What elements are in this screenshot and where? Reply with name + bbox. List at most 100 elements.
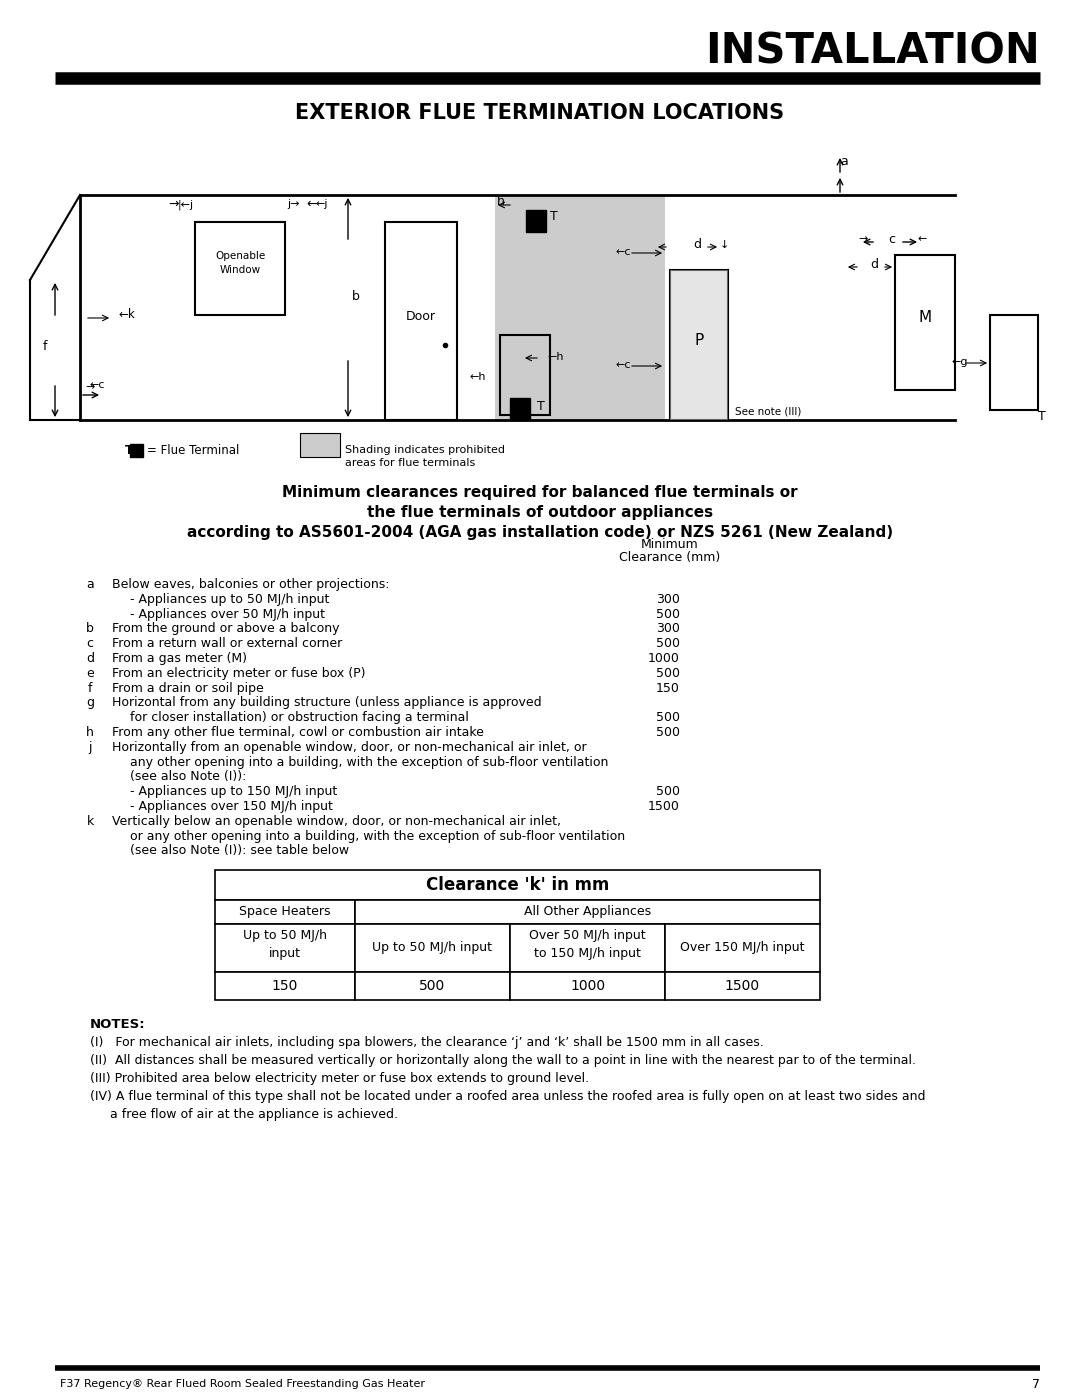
Text: 500: 500 [656, 726, 680, 739]
Text: - Appliances over 50 MJ/h input: - Appliances over 50 MJ/h input [130, 608, 325, 620]
Text: for closer installation) or obstruction facing a terminal: for closer installation) or obstruction … [130, 711, 469, 724]
Text: EXTERIOR FLUE TERMINATION LOCATIONS: EXTERIOR FLUE TERMINATION LOCATIONS [296, 103, 784, 123]
Text: (II)  All distances shall be measured vertically or horizontally along the wall : (II) All distances shall be measured ver… [90, 1053, 916, 1067]
Bar [300, 433, 340, 457]
Bar [510, 972, 665, 1000]
Text: →: → [168, 198, 178, 211]
Text: - Appliances up to 50 MJ/h input: - Appliances up to 50 MJ/h input [130, 592, 329, 606]
Text: From a return wall or external corner: From a return wall or external corner [112, 637, 342, 650]
Bar [215, 870, 820, 900]
Bar [355, 900, 820, 923]
Text: 500: 500 [656, 637, 680, 650]
Bar [195, 222, 285, 314]
Text: Over 150 MJ/h input: Over 150 MJ/h input [680, 942, 805, 954]
Text: Openable
Window: Openable Window [215, 251, 265, 275]
Text: Minimum clearances required for balanced flue terminals or: Minimum clearances required for balanced… [282, 485, 798, 500]
Text: f: f [87, 682, 92, 694]
Text: Up to 50 MJ/h input: Up to 50 MJ/h input [373, 942, 492, 954]
Text: 500: 500 [419, 979, 446, 993]
Text: d: d [86, 652, 94, 665]
Text: From a drain or soil pipe: From a drain or soil pipe [112, 682, 264, 694]
Text: ↓: ↓ [720, 240, 729, 250]
Text: INSTALLATION: INSTALLATION [705, 31, 1040, 73]
Text: (III) Prohibited area below electricity meter or fuse box extends to ground leve: (III) Prohibited area below electricity … [90, 1071, 589, 1085]
Text: ←g: ←g [951, 358, 969, 367]
Text: ←c: ←c [615, 360, 631, 370]
Text: f: f [43, 339, 48, 353]
Text: Shading indicates prohibited: Shading indicates prohibited [345, 446, 505, 455]
Text: e: e [86, 666, 94, 680]
Text: d: d [870, 258, 878, 271]
Text: ←j: ←j [316, 198, 328, 210]
Bar [215, 900, 355, 923]
Text: T: T [537, 400, 544, 414]
Text: g: g [86, 696, 94, 710]
Text: ←c: ←c [615, 247, 631, 257]
Text: (IV) A flue terminal of this type shall not be located under a roofed area unles: (IV) A flue terminal of this type shall … [90, 1090, 926, 1104]
Bar [670, 270, 728, 420]
Text: Horizontal from any building structure (unless appliance is approved: Horizontal from any building structure (… [112, 696, 542, 710]
Text: ←h: ←h [548, 352, 565, 362]
Bar [500, 335, 550, 415]
Text: Clearance (mm): Clearance (mm) [619, 550, 720, 564]
Bar [355, 972, 510, 1000]
Text: From the ground or above a balcony: From the ground or above a balcony [112, 623, 339, 636]
Text: any other opening into a building, with the exception of sub-floor ventilation: any other opening into a building, with … [130, 756, 608, 768]
Bar [495, 196, 665, 420]
Text: Door: Door [406, 310, 436, 323]
Text: j→: j→ [287, 198, 299, 210]
Text: T: T [550, 210, 557, 224]
Text: c: c [86, 637, 94, 650]
Text: NOTES:: NOTES: [90, 1018, 146, 1031]
Text: 300: 300 [657, 592, 680, 606]
Text: 300: 300 [657, 623, 680, 636]
Text: Over 50 MJ/h input: Over 50 MJ/h input [529, 929, 646, 943]
Text: a free flow of air at the appliance is achieved.: a free flow of air at the appliance is a… [90, 1108, 399, 1120]
Text: to 150 MJ/h input: to 150 MJ/h input [535, 947, 640, 961]
Text: 150: 150 [657, 682, 680, 694]
Text: or any other opening into a building, with the exception of sub-floor ventilatio: or any other opening into a building, wi… [130, 830, 625, 842]
Text: k: k [86, 814, 94, 828]
Text: →: → [85, 381, 94, 393]
Text: From any other flue terminal, cowl or combustion air intake: From any other flue terminal, cowl or co… [112, 726, 484, 739]
Text: - Appliances up to 150 MJ/h input: - Appliances up to 150 MJ/h input [130, 785, 337, 798]
Text: 1000: 1000 [648, 652, 680, 665]
Text: input: input [269, 947, 301, 961]
Text: →: → [858, 235, 867, 244]
Text: All Other Appliances: All Other Appliances [524, 905, 651, 918]
Text: according to AS5601-2004 (AGA gas installation code) or NZS 5261 (New Zealand): according to AS5601-2004 (AGA gas instal… [187, 525, 893, 541]
Bar [670, 270, 728, 420]
Bar [665, 972, 820, 1000]
Text: d: d [693, 237, 701, 251]
Text: 500: 500 [656, 666, 680, 680]
Text: From a gas meter (M): From a gas meter (M) [112, 652, 247, 665]
Text: ←: ← [918, 235, 928, 244]
Text: - Appliances over 150 MJ/h input: - Appliances over 150 MJ/h input [130, 800, 333, 813]
Text: 500: 500 [656, 785, 680, 798]
Text: 500: 500 [656, 711, 680, 724]
Bar [355, 923, 510, 972]
Text: Minimum: Minimum [642, 538, 699, 550]
Bar [990, 314, 1038, 409]
Text: From an electricity meter or fuse box (P): From an electricity meter or fuse box (P… [112, 666, 365, 680]
Text: b: b [352, 291, 360, 303]
Text: h: h [86, 726, 94, 739]
Text: ←c: ←c [90, 380, 106, 390]
Text: = Flue Terminal: = Flue Terminal [147, 444, 240, 457]
Text: 150: 150 [272, 979, 298, 993]
Bar [665, 923, 820, 972]
Text: j: j [89, 740, 92, 754]
Text: M: M [918, 310, 932, 326]
Bar [384, 222, 457, 420]
Text: F37 Regency® Rear Flued Room Sealed Freestanding Gas Heater: F37 Regency® Rear Flued Room Sealed Free… [60, 1379, 426, 1389]
Bar [526, 210, 546, 232]
Text: T: T [1038, 409, 1045, 423]
Text: a: a [86, 578, 94, 591]
Text: the flue terminals of outdoor appliances: the flue terminals of outdoor appliances [367, 504, 713, 520]
Text: 1500: 1500 [648, 800, 680, 813]
Bar [895, 256, 955, 390]
Text: a: a [840, 155, 848, 168]
Bar [215, 923, 355, 972]
Text: 1500: 1500 [725, 979, 760, 993]
Bar [215, 972, 355, 1000]
